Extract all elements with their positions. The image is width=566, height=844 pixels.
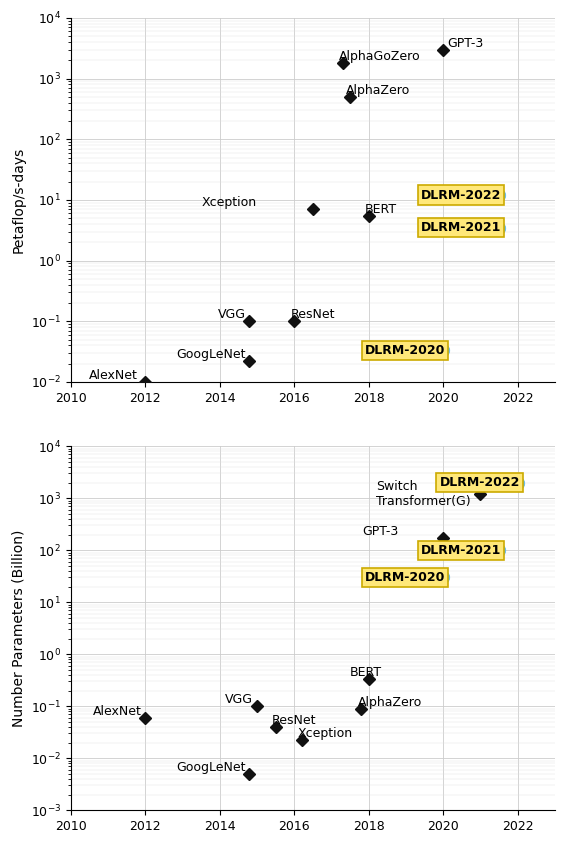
Y-axis label: Number Parameters (Billion): Number Parameters (Billion) xyxy=(11,529,25,727)
Text: DLRM-2021: DLRM-2021 xyxy=(421,544,501,557)
Text: AlphaZero: AlphaZero xyxy=(346,84,410,97)
Text: AlphaGoZero: AlphaGoZero xyxy=(339,50,421,63)
Text: BERT: BERT xyxy=(350,666,382,679)
Y-axis label: Petaflop/s-days: Petaflop/s-days xyxy=(11,147,25,253)
Text: DLRM-2021: DLRM-2021 xyxy=(421,221,501,234)
Text: Xception: Xception xyxy=(298,728,353,740)
Text: DLRM-2022: DLRM-2022 xyxy=(421,188,501,202)
Text: AlphaZero: AlphaZero xyxy=(358,695,422,709)
Text: GoogLeNet: GoogLeNet xyxy=(176,760,246,774)
Text: AlexNet: AlexNet xyxy=(89,369,138,382)
Text: AlexNet: AlexNet xyxy=(92,705,142,717)
Text: Xception: Xception xyxy=(201,197,257,209)
Text: Switch
Transformer(G): Switch Transformer(G) xyxy=(376,480,471,508)
Text: GoogLeNet: GoogLeNet xyxy=(176,348,246,361)
Text: DLRM-2020: DLRM-2020 xyxy=(365,571,445,584)
Text: DLRM-2020: DLRM-2020 xyxy=(365,344,445,357)
Text: GPT-3: GPT-3 xyxy=(447,36,483,50)
Text: ResNet: ResNet xyxy=(290,308,335,322)
Text: VGG: VGG xyxy=(225,693,253,706)
Text: BERT: BERT xyxy=(365,203,397,216)
Text: VGG: VGG xyxy=(218,308,246,322)
Text: GPT-3: GPT-3 xyxy=(362,524,398,538)
Text: DLRM-2022: DLRM-2022 xyxy=(439,476,520,489)
Text: ResNet: ResNet xyxy=(272,714,316,727)
